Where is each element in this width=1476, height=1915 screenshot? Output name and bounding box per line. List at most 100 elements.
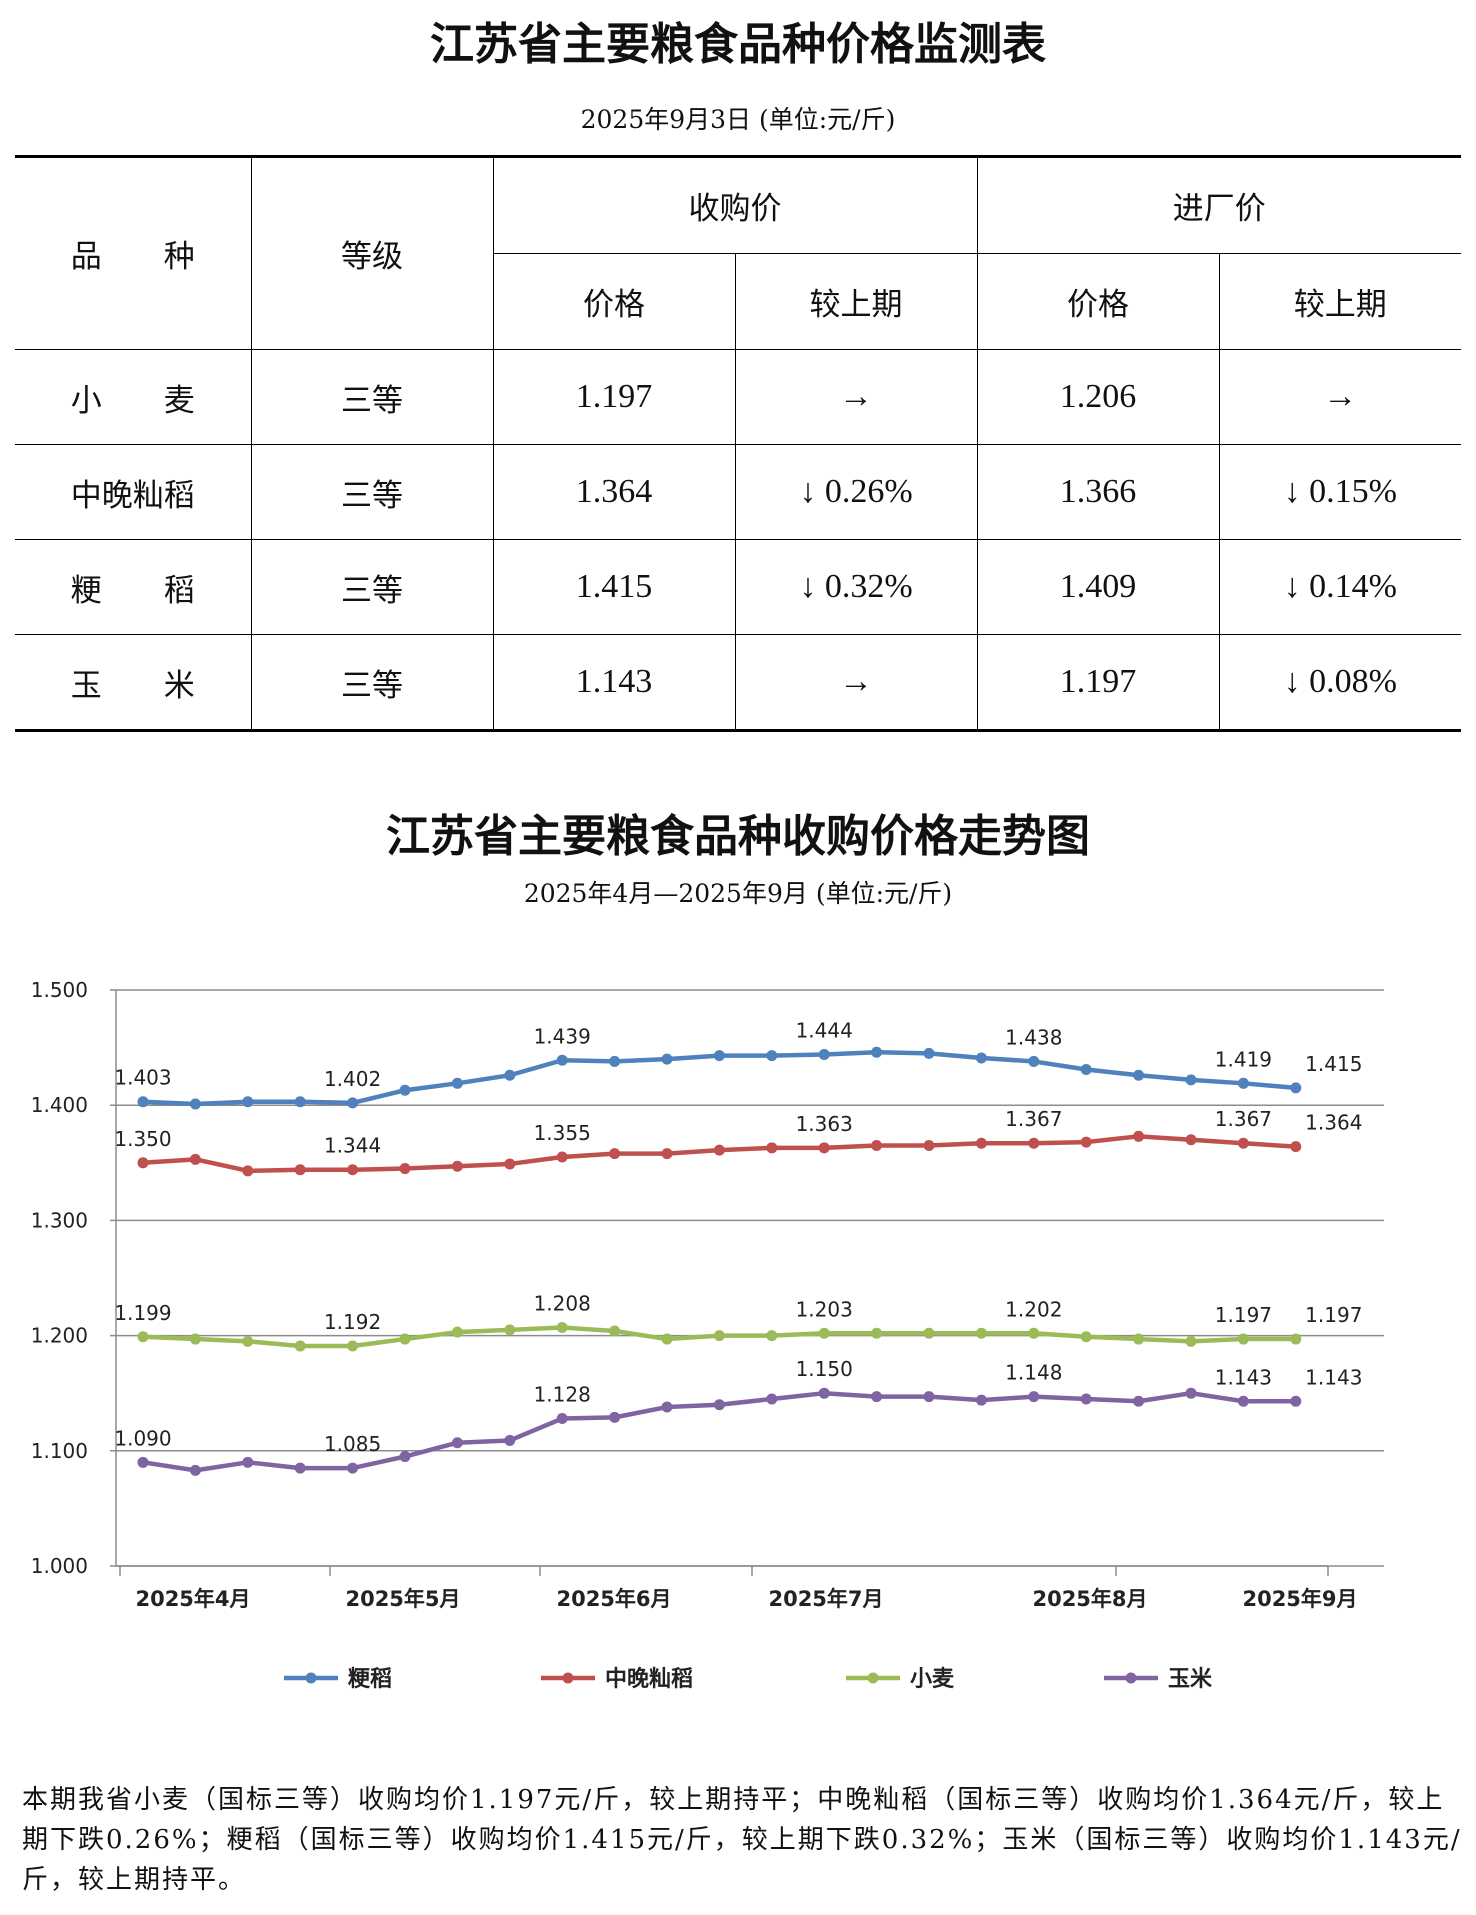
- data-point: [661, 1053, 673, 1065]
- data-point: [556, 1322, 568, 1334]
- data-point: [451, 1437, 463, 1449]
- data-point: [713, 1050, 725, 1062]
- data-point: [1185, 1074, 1197, 1086]
- data-point: [347, 1462, 359, 1474]
- purchase-change-cell: →: [735, 634, 978, 731]
- legend-label: 小麦: [910, 1666, 955, 1692]
- data-point: [661, 1333, 673, 1345]
- data-point: [1237, 1395, 1249, 1407]
- data-point: [871, 1391, 883, 1403]
- data-point: [347, 1164, 359, 1176]
- data-point: [1290, 1082, 1302, 1094]
- grade-cell: 三等: [251, 349, 494, 445]
- data-point: [923, 1047, 935, 1059]
- data-label: 1.150: [796, 1357, 853, 1381]
- data-label: 1.085: [324, 1432, 381, 1456]
- legend-label: 粳稻: [348, 1667, 392, 1692]
- data-point: [347, 1097, 359, 1109]
- data-point: [871, 1046, 883, 1058]
- table-row: 玉 米 三等 1.143 → 1.197 ↓ 0.08%: [15, 634, 1461, 731]
- y-tick-label: 1.500: [31, 978, 88, 1002]
- data-point: [1028, 1137, 1040, 1149]
- legend-label: 玉米: [1168, 1667, 1213, 1692]
- table-subtitle: 2025年9月3日 (单位:元/斤): [580, 105, 896, 134]
- data-point: [609, 1148, 621, 1160]
- data-label: 1.364: [1305, 1111, 1362, 1135]
- data-point: [504, 1158, 516, 1170]
- data-point: [1185, 1134, 1197, 1146]
- y-tick-label: 1.300: [31, 1208, 88, 1232]
- data-point: [556, 1054, 568, 1066]
- header-factory-price: 价格: [977, 253, 1220, 350]
- data-point: [189, 1464, 201, 1476]
- y-tick-label: 1.400: [31, 1093, 88, 1117]
- data-point: [399, 1333, 411, 1345]
- y-tick-label: 1.200: [31, 1324, 88, 1348]
- data-label: 1.415: [1305, 1052, 1362, 1076]
- data-label: 1.143: [1215, 1365, 1272, 1389]
- data-label: 1.148: [1005, 1361, 1062, 1385]
- grade-cell: 三等: [251, 634, 494, 731]
- data-point: [766, 1330, 778, 1342]
- data-label: 1.197: [1215, 1303, 1272, 1327]
- data-point: [1185, 1387, 1197, 1399]
- grade-cell: 三等: [251, 539, 494, 635]
- factory-change-cell: ↓ 0.14%: [1219, 539, 1461, 635]
- data-point: [451, 1326, 463, 1338]
- table-row: 小 麦 三等 1.197 → 1.206 →: [15, 349, 1461, 445]
- data-label: 1.350: [114, 1127, 171, 1151]
- data-point: [556, 1413, 568, 1425]
- price-trend-chart: 1.000 1.100 1.200 1.300 1.400 1.500 2025年4月 202…: [31, 978, 1384, 1692]
- header-purchase-price: 价格: [493, 253, 736, 350]
- data-point: [242, 1335, 254, 1347]
- data-point: [1080, 1063, 1092, 1075]
- data-point: [1028, 1391, 1040, 1403]
- data-label: 1.203: [796, 1297, 853, 1321]
- data-point: [609, 1055, 621, 1067]
- data-point: [975, 1394, 987, 1406]
- data-point: [871, 1140, 883, 1152]
- purchase-price-cell: 1.415: [493, 539, 736, 635]
- data-point: [294, 1164, 306, 1176]
- factory-price-cell: 1.206: [977, 349, 1220, 445]
- data-point: [1290, 1141, 1302, 1153]
- data-point: [923, 1327, 935, 1339]
- data-point: [713, 1399, 725, 1411]
- data-point: [1133, 1130, 1145, 1142]
- data-point: [1080, 1393, 1092, 1405]
- data-point: [818, 1327, 830, 1339]
- legend-label: 中晚籼稻: [605, 1667, 693, 1692]
- data-point: [1133, 1395, 1145, 1407]
- data-label: 1.439: [534, 1024, 591, 1048]
- data-point: [923, 1391, 935, 1403]
- data-point: [766, 1393, 778, 1405]
- header-factory: 进厂价: [977, 156, 1461, 254]
- data-point: [137, 1096, 149, 1108]
- data-point: [923, 1140, 935, 1152]
- data-point: [556, 1151, 568, 1163]
- x-tick-label: 2025年6月: [556, 1587, 671, 1611]
- data-point: [242, 1096, 254, 1108]
- x-tick-label: 2025年5月: [345, 1587, 460, 1611]
- variety-cell: 粳 稻: [15, 539, 252, 635]
- data-point: [399, 1451, 411, 1463]
- table-title: 江苏省主要粮食品种价格监测表: [430, 19, 1046, 70]
- data-point: [137, 1331, 149, 1343]
- factory-price-cell: 1.197: [977, 634, 1220, 731]
- chart-subtitle: 2025年4月—2025年9月 (单位:元/斤): [523, 879, 953, 908]
- data-point: [137, 1456, 149, 1468]
- data-point: [399, 1163, 411, 1175]
- data-label: 1.208: [534, 1292, 591, 1316]
- x-tick-label: 2025年4月: [135, 1587, 250, 1611]
- variety-cell: 玉 米: [15, 634, 252, 731]
- legend-marker: [305, 1672, 317, 1684]
- table-row: 中晚籼稻 三等 1.364 ↓ 0.26% 1.366 ↓ 0.15%: [15, 444, 1461, 540]
- data-point: [818, 1049, 830, 1061]
- data-point: [871, 1327, 883, 1339]
- x-tick-label: 2025年7月: [768, 1587, 883, 1611]
- data-label: 1.202: [1005, 1297, 1062, 1321]
- data-point: [609, 1411, 621, 1423]
- purchase-price-cell: 1.143: [493, 634, 736, 731]
- legend-marker: [562, 1672, 574, 1684]
- data-point: [294, 1340, 306, 1352]
